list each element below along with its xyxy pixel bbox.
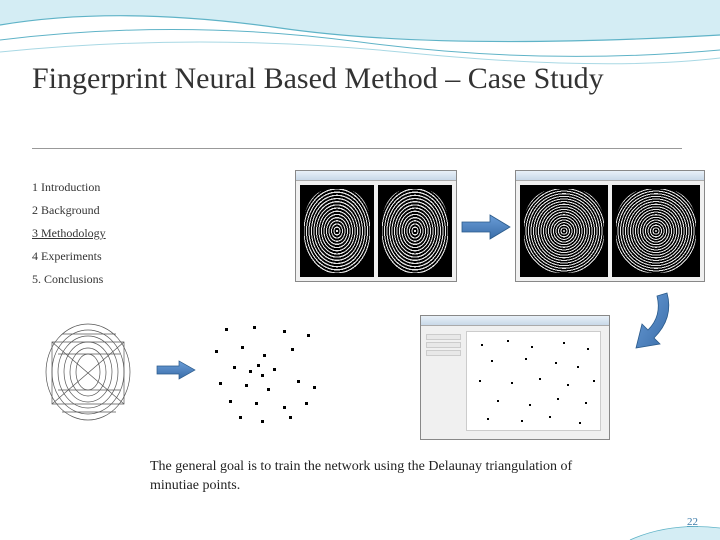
fingerprint-window-2 xyxy=(515,170,705,282)
arrow-right-small-icon xyxy=(155,358,197,382)
plot-point xyxy=(555,362,557,364)
minutiae-point xyxy=(215,350,218,353)
minutiae-point xyxy=(229,400,232,403)
minutiae-point xyxy=(257,364,260,367)
plot-sidebar xyxy=(426,334,461,358)
plot-point xyxy=(593,380,595,382)
minutiae-point xyxy=(249,370,252,373)
minutiae-point xyxy=(267,388,270,391)
scatter-plot xyxy=(466,331,601,431)
minutiae-point xyxy=(283,406,286,409)
fingerprint-image xyxy=(520,185,608,277)
plot-point xyxy=(587,348,589,350)
minutiae-point xyxy=(307,334,310,337)
minutiae-point xyxy=(313,386,316,389)
minutiae-point xyxy=(239,416,242,419)
matlab-plot-window xyxy=(420,315,610,440)
nav-item-methodology: 3 Methodology xyxy=(32,226,106,241)
plot-point xyxy=(579,422,581,424)
minutiae-point xyxy=(219,382,222,385)
plot-point xyxy=(479,380,481,382)
nav-item-experiments: 4 Experiments xyxy=(32,249,106,264)
nav-item-background: 2 Background xyxy=(32,203,106,218)
plot-point xyxy=(529,404,531,406)
plot-point xyxy=(497,400,499,402)
minutiae-point xyxy=(261,420,264,423)
plot-point xyxy=(585,402,587,404)
minutiae-point xyxy=(263,354,266,357)
slide-title: Fingerprint Neural Based Method – Case S… xyxy=(32,60,604,98)
minutiae-dots xyxy=(205,320,320,425)
window-titlebar xyxy=(516,171,704,181)
minutiae-point xyxy=(245,384,248,387)
title-underline xyxy=(32,148,682,149)
plot-point xyxy=(531,346,533,348)
minutiae-point xyxy=(291,348,294,351)
minutiae-point xyxy=(241,346,244,349)
minutiae-point xyxy=(289,416,292,419)
plot-point xyxy=(549,416,551,418)
minutiae-point xyxy=(283,330,286,333)
window-titlebar xyxy=(421,316,609,326)
plot-point xyxy=(491,360,493,362)
nav-item-intro: 1 Introduction xyxy=(32,180,106,195)
plot-point xyxy=(567,384,569,386)
nav-item-conclusions: 5. Conclusions xyxy=(32,272,106,287)
minutiae-point xyxy=(253,326,256,329)
fingerprint-window-1 xyxy=(295,170,457,282)
plot-point xyxy=(557,398,559,400)
plot-point xyxy=(487,418,489,420)
plot-point xyxy=(539,378,541,380)
plot-point xyxy=(511,382,513,384)
fingerprint-image xyxy=(378,185,452,277)
slide-caption: The general goal is to train the network… xyxy=(150,458,590,496)
plot-point xyxy=(577,366,579,368)
window-titlebar xyxy=(296,171,456,181)
arrow-right-icon xyxy=(460,212,512,242)
minutiae-point xyxy=(255,402,258,405)
minutiae-point xyxy=(297,380,300,383)
fingerprint-image xyxy=(612,185,700,277)
plot-point xyxy=(481,344,483,346)
arrow-curved-down-icon xyxy=(612,288,682,358)
minutiae-point xyxy=(225,328,228,331)
plot-point xyxy=(521,420,523,422)
plot-point xyxy=(563,342,565,344)
plot-point xyxy=(525,358,527,360)
minutiae-point xyxy=(261,374,264,377)
section-nav: 1 Introduction 2 Background 3 Methodolog… xyxy=(32,180,106,295)
plot-point xyxy=(507,340,509,342)
minutiae-point xyxy=(305,402,308,405)
minutiae-point xyxy=(233,366,236,369)
bottom-accent xyxy=(620,510,720,540)
minutiae-point xyxy=(273,368,276,371)
fingerprint-image xyxy=(300,185,374,277)
sketch-fingerprint xyxy=(38,320,138,425)
